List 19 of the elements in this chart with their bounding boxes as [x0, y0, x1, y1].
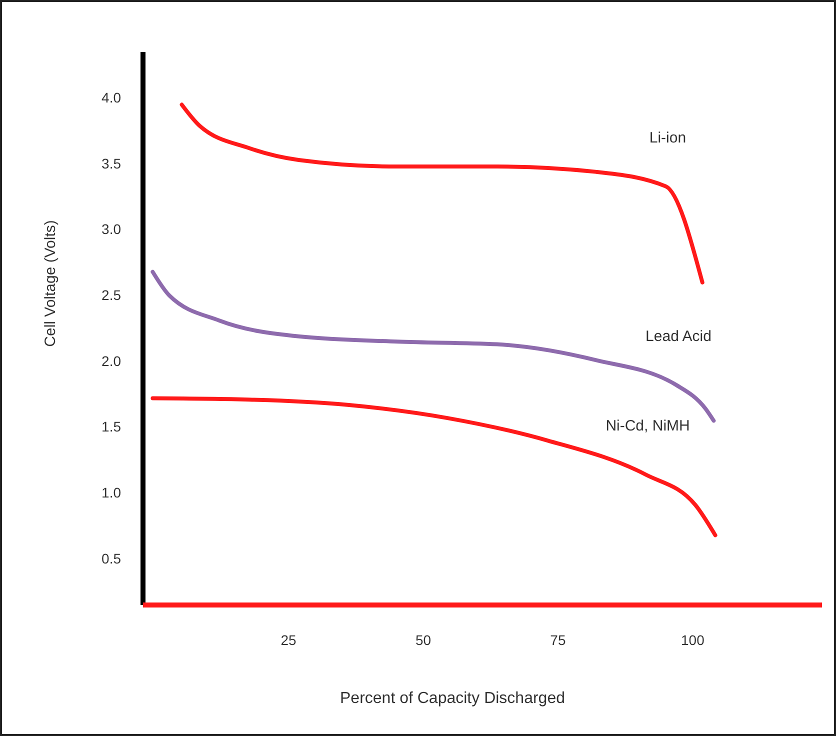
y-axis-title: Cell Voltage (Volts)	[42, 220, 59, 347]
x-tick-label: 25	[280, 632, 296, 648]
x-tick-label: 100	[680, 632, 705, 648]
y-tick-label: 2.5	[102, 287, 122, 304]
y-tick-label: 3.5	[102, 155, 122, 172]
y-tick-label: 3.0	[102, 221, 122, 238]
line-series	[150, 396, 718, 538]
y-tick-label: 1.0	[102, 484, 122, 501]
x-tick-label: 50	[415, 632, 432, 648]
line-series	[180, 102, 704, 284]
x-tick-label: 75	[550, 632, 566, 648]
x-axis-title: Percent of Capacity Discharged	[340, 690, 565, 707]
y-tick-label: 4.0	[102, 90, 122, 106]
y-tick-label: 1.5	[102, 418, 122, 435]
series-label: Ni-Cd, NiMH	[606, 418, 690, 435]
y-tick-label: 2.0	[102, 352, 122, 369]
series-label: Lead Acid	[646, 328, 712, 346]
text: Li-ion	[649, 129, 686, 146]
y-tick-label: 0.5	[102, 550, 122, 566]
